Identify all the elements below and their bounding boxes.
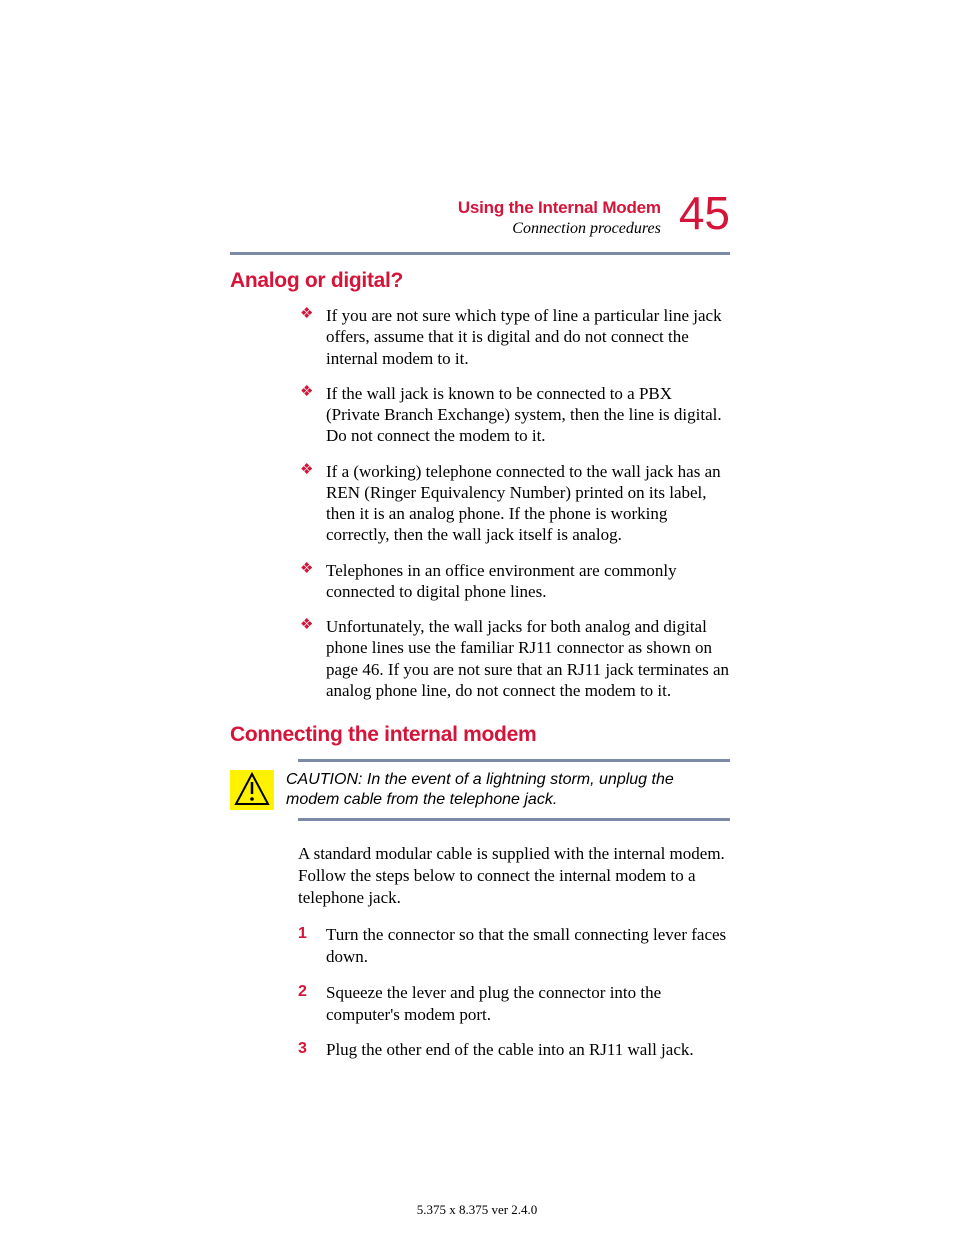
bullet-item: Unfortunately, the wall jacks for both a… [230, 616, 730, 701]
step-text: Plug the other end of the cable into an … [326, 1040, 694, 1059]
bullet-item: Telephones in an office environment are … [230, 560, 730, 603]
step-item: 3 Plug the other end of the cable into an… [298, 1039, 730, 1061]
step-number: 2 [298, 982, 307, 1002]
step-item: 1 Turn the connector so that the small co… [298, 924, 730, 968]
section-subtitle: Connection procedures [458, 220, 661, 238]
header-titles: Using the Internal Modem Connection proc… [458, 190, 661, 238]
bullet-item: If the wall jack is known to be connecte… [230, 383, 730, 447]
steps-list: 1 Turn the connector so that the small co… [298, 924, 730, 1061]
bullet-list-analog: If you are not sure which type of line a… [230, 305, 730, 701]
intro-paragraph: A standard modular cable is supplied wit… [298, 843, 730, 908]
bullet-item: If you are not sure which type of line a… [230, 305, 730, 369]
step-text: Turn the connector so that the small con… [326, 925, 726, 966]
caution-block: CAUTION: In the event of a lightning sto… [230, 759, 730, 821]
page-header: Using the Internal Modem Connection proc… [230, 190, 730, 238]
step-item: 2 Squeeze the lever and plug the connecto… [298, 982, 730, 1026]
header-rule [230, 252, 730, 255]
page-footer: 5.375 x 8.375 ver 2.4.0 [0, 1202, 954, 1218]
page-number: 45 [679, 190, 730, 236]
step-number: 3 [298, 1039, 307, 1059]
page-content: Using the Internal Modem Connection proc… [230, 190, 730, 1075]
caution-text: CAUTION: In the event of a lightning sto… [286, 770, 730, 810]
caution-rule-bottom [298, 818, 730, 821]
chapter-title: Using the Internal Modem [458, 198, 661, 218]
heading-connecting-modem: Connecting the internal modem [230, 723, 730, 747]
step-number: 1 [298, 924, 307, 944]
step-text: Squeeze the lever and plug the connector… [326, 983, 661, 1024]
heading-analog-or-digital: Analog or digital? [230, 269, 730, 293]
caution-row: CAUTION: In the event of a lightning sto… [230, 770, 730, 810]
caution-icon [230, 770, 274, 810]
caution-rule-top [298, 759, 730, 762]
bullet-item: If a (working) telephone connected to th… [230, 461, 730, 546]
